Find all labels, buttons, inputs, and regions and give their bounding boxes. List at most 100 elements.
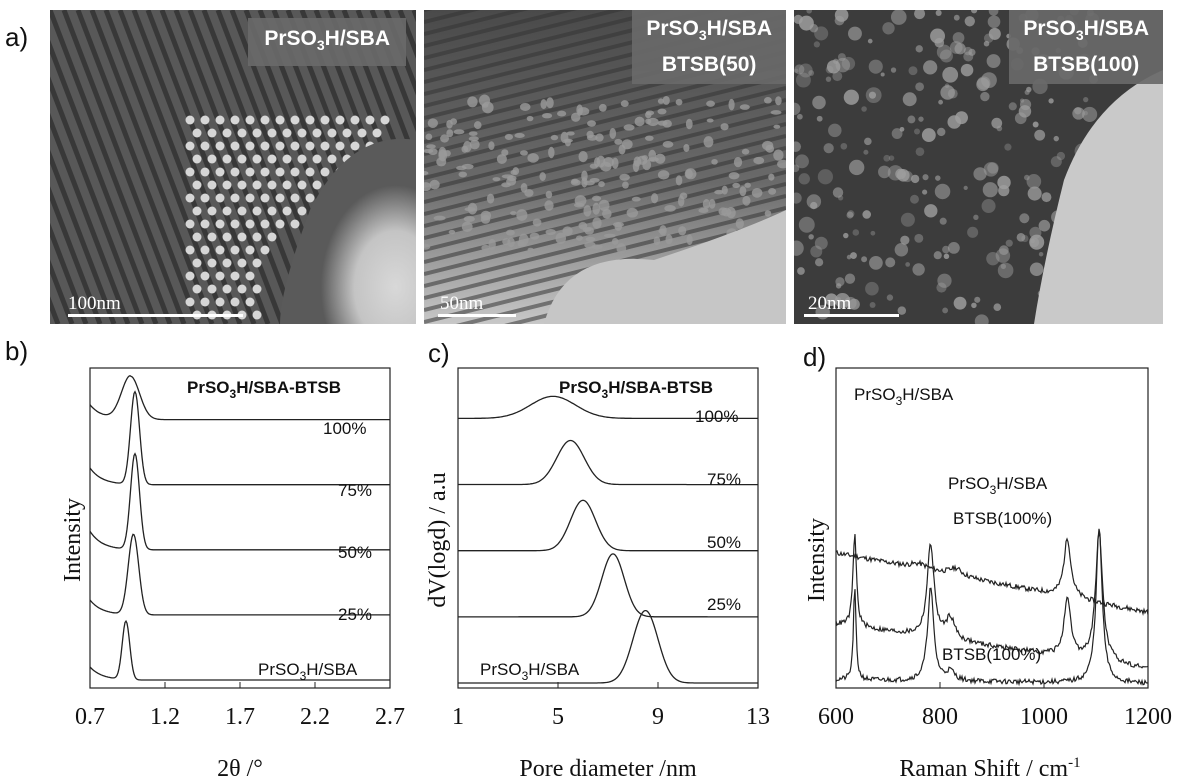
tem-pore [647,157,659,162]
chart-b-title-c: H/SBA-BTSB [236,378,341,397]
chart-c-title: PrSO3H/SBA-BTSB [559,378,713,401]
tem-pore [603,156,614,168]
tem-pore [844,273,856,284]
tem-pore [222,284,232,294]
tem-pore [698,207,709,213]
panel-label-b: b) [5,336,29,366]
tem-pore [657,108,667,115]
tem-pore [185,141,195,151]
tem-pore [207,206,217,216]
tem-pore [456,165,467,171]
tem-pore [947,115,962,129]
tem-pore [230,219,240,229]
tem-pore [890,67,897,73]
tem-pore [770,110,782,115]
tem-pore [192,232,202,242]
tem-pore [571,178,579,184]
chart-c-label-ref-c: H/SBA [528,660,580,679]
x-tick-label: 800 [922,704,958,730]
tem-pore [616,243,627,254]
tem-pore [207,258,217,268]
tem-pore [678,195,685,207]
tem-pore [486,193,495,204]
tem-image-3: PrSO3H/SBA BTSB(100) 20nm [794,10,1163,324]
chart-b-label-ref-a: PrSO [258,660,300,679]
tem-pore [586,130,594,139]
tem-pore [222,258,232,268]
tem-pore [936,282,947,293]
tem-pore [488,141,495,151]
tem-pore [463,140,472,153]
tem-pore [237,206,247,216]
tem-pore [335,115,345,125]
tem-label-1-rest: H/SBA [324,27,390,50]
tem-pore [952,32,965,44]
tem-pore [996,125,1003,132]
tem-pore [282,180,292,190]
chart-b: 0.7 1.2 1.7 2.2 2.7 PrSO3H/SBA-BTSB 100% 75%… [60,367,405,782]
x-tick-label: 600 [818,704,854,730]
tem-pore [644,135,654,141]
tem-pore [810,201,818,210]
tem-pore [878,165,891,179]
tem-pore [252,232,262,242]
x-tick-label: 0.7 [75,704,105,730]
tem-pore [614,222,623,231]
tem-pore [654,153,666,164]
tem-pore [207,284,217,294]
tem-pore [245,115,255,125]
tem-pore [808,70,815,76]
chart-d-label-2-c: H/SBA [996,474,1048,493]
tem-pore [252,154,262,164]
tem-pore [910,174,920,184]
tem-pore [282,128,292,138]
tem-pore [230,271,240,281]
tem-pore [622,181,629,189]
tem-label-3-rest: H/SBA [1083,17,1149,40]
tem-pore [997,262,1014,279]
tem-pore [1029,237,1040,248]
tem-pore [619,173,630,181]
tem-pore [986,252,1000,266]
tem-pore [267,206,277,216]
tem-pore [1024,89,1030,95]
tem-pore [185,271,195,281]
tem-lattice-line [424,74,786,168]
tem-pore [937,127,946,137]
tem-pore [516,209,528,221]
tem-pore [1027,186,1042,201]
tem-pore [305,193,315,203]
tem-pore [967,226,979,238]
tem-pore [963,46,973,56]
tem-pore [843,89,859,105]
tem-pore [943,253,950,260]
x-tick-label: 1.7 [225,704,255,730]
chart-d-label-2-line2: BTSB(100%) [953,509,1052,528]
tem-pore [657,120,668,126]
tem-pore [1004,143,1012,151]
tem-lattice-line [50,112,131,324]
tem-pore [192,258,202,268]
tem-pore [864,137,872,146]
tem-pore [835,283,842,289]
chart-d-label-1-a: PrSO [854,385,896,404]
tem-pore [252,180,262,190]
tem-pore [592,202,601,215]
chart-c-series [458,395,758,684]
tem-pore [320,167,330,177]
tem-pore [684,168,697,180]
tem-lattice-line [50,76,145,324]
tem-lattice-line [50,186,103,324]
chart-c-ticks: 1 5 9 13 [452,682,770,730]
tem-pore [883,154,891,162]
tem-pore [215,167,225,177]
tem-pore [751,188,763,198]
tem-pore [885,257,896,268]
tem-pore [987,162,999,174]
tem-pore [275,219,285,229]
tem-pore [365,115,375,125]
tem-pore [222,180,232,190]
tem-label-2-sub: 3 [698,27,707,44]
tem-pore [237,284,247,294]
tem-pore [501,149,509,156]
